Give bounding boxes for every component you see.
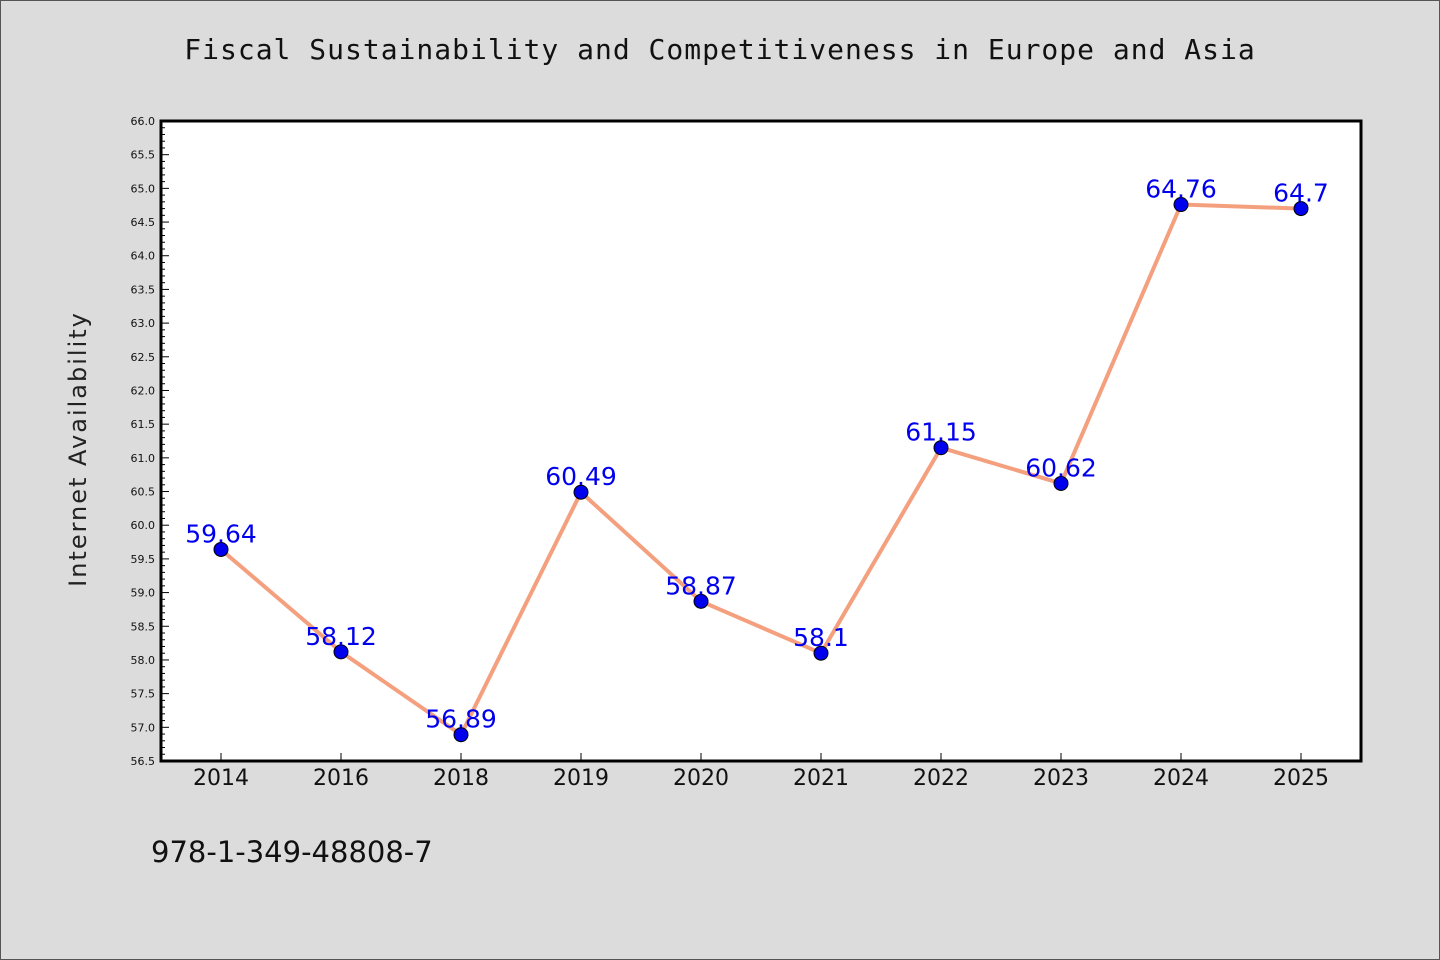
y-tick-label: 60.0 [131,519,156,532]
x-tick-label: 2025 [1273,766,1329,791]
x-tick-label: 2018 [433,766,489,791]
y-tick-label: 61.0 [131,452,156,465]
y-tick-label: 65.0 [131,182,156,195]
data-label: 61.15 [905,418,977,447]
x-tick-label: 2022 [913,766,969,791]
y-tick-label: 62.5 [131,351,156,364]
x-tick-label: 2020 [673,766,729,791]
data-point-marker [573,484,589,500]
data-label: 60.62 [1025,453,1097,482]
data-point-marker [933,440,949,456]
y-tick-label: 59.5 [131,553,156,566]
data-point-marker [813,645,829,661]
y-tick-label: 58.5 [131,620,156,633]
data-point-marker [693,593,709,609]
y-tick-label: 57.0 [131,721,156,734]
chart-title: Fiscal Sustainability and Competitivenes… [184,33,1256,66]
y-tick-label: 63.0 [131,317,156,330]
plot-area [161,121,1361,761]
data-point-marker [1173,197,1189,213]
data-point-marker [1053,475,1069,491]
y-tick-label: 62.0 [131,384,156,397]
plot-frame [159,119,1363,763]
y-tick-label: 58.0 [131,654,156,667]
y-tick-label: 61.5 [131,418,156,431]
data-label: 58.87 [665,571,737,600]
y-tick-label: 63.5 [131,283,156,296]
data-point-marker [333,644,349,660]
data-point-marker [453,727,469,743]
y-tick-label: 59.0 [131,587,156,600]
data-point-marker [213,541,229,557]
data-point-marker [1293,201,1309,217]
x-tick-label: 2023 [1033,766,1089,791]
data-label: 64.7 [1273,179,1329,208]
x-tick-label: 2014 [193,766,249,791]
data-label: 59.64 [185,519,257,548]
x-tick-label: 2016 [313,766,369,791]
series-line [219,202,1303,737]
x-tick-label: 2019 [553,766,609,791]
y-tick-label: 60.5 [131,486,156,499]
y-tick-label: 65.5 [131,149,156,162]
data-label: 60.49 [545,462,617,491]
isbn-footnote: 978-1-349-48808-7 [151,835,433,869]
y-tick-label: 56.5 [131,755,156,768]
data-label: 64.76 [1145,175,1217,204]
y-tick-label: 64.5 [131,216,156,229]
y-tick-label: 57.5 [131,688,156,701]
y-tick-label: 66.0 [131,115,156,128]
data-label: 58.12 [305,622,377,651]
x-tick-label: 2021 [793,766,849,791]
y-tick-label: 64.0 [131,250,156,263]
data-label: 58.1 [793,623,849,652]
data-label: 56.89 [425,705,497,734]
x-tick-label: 2024 [1153,766,1209,791]
